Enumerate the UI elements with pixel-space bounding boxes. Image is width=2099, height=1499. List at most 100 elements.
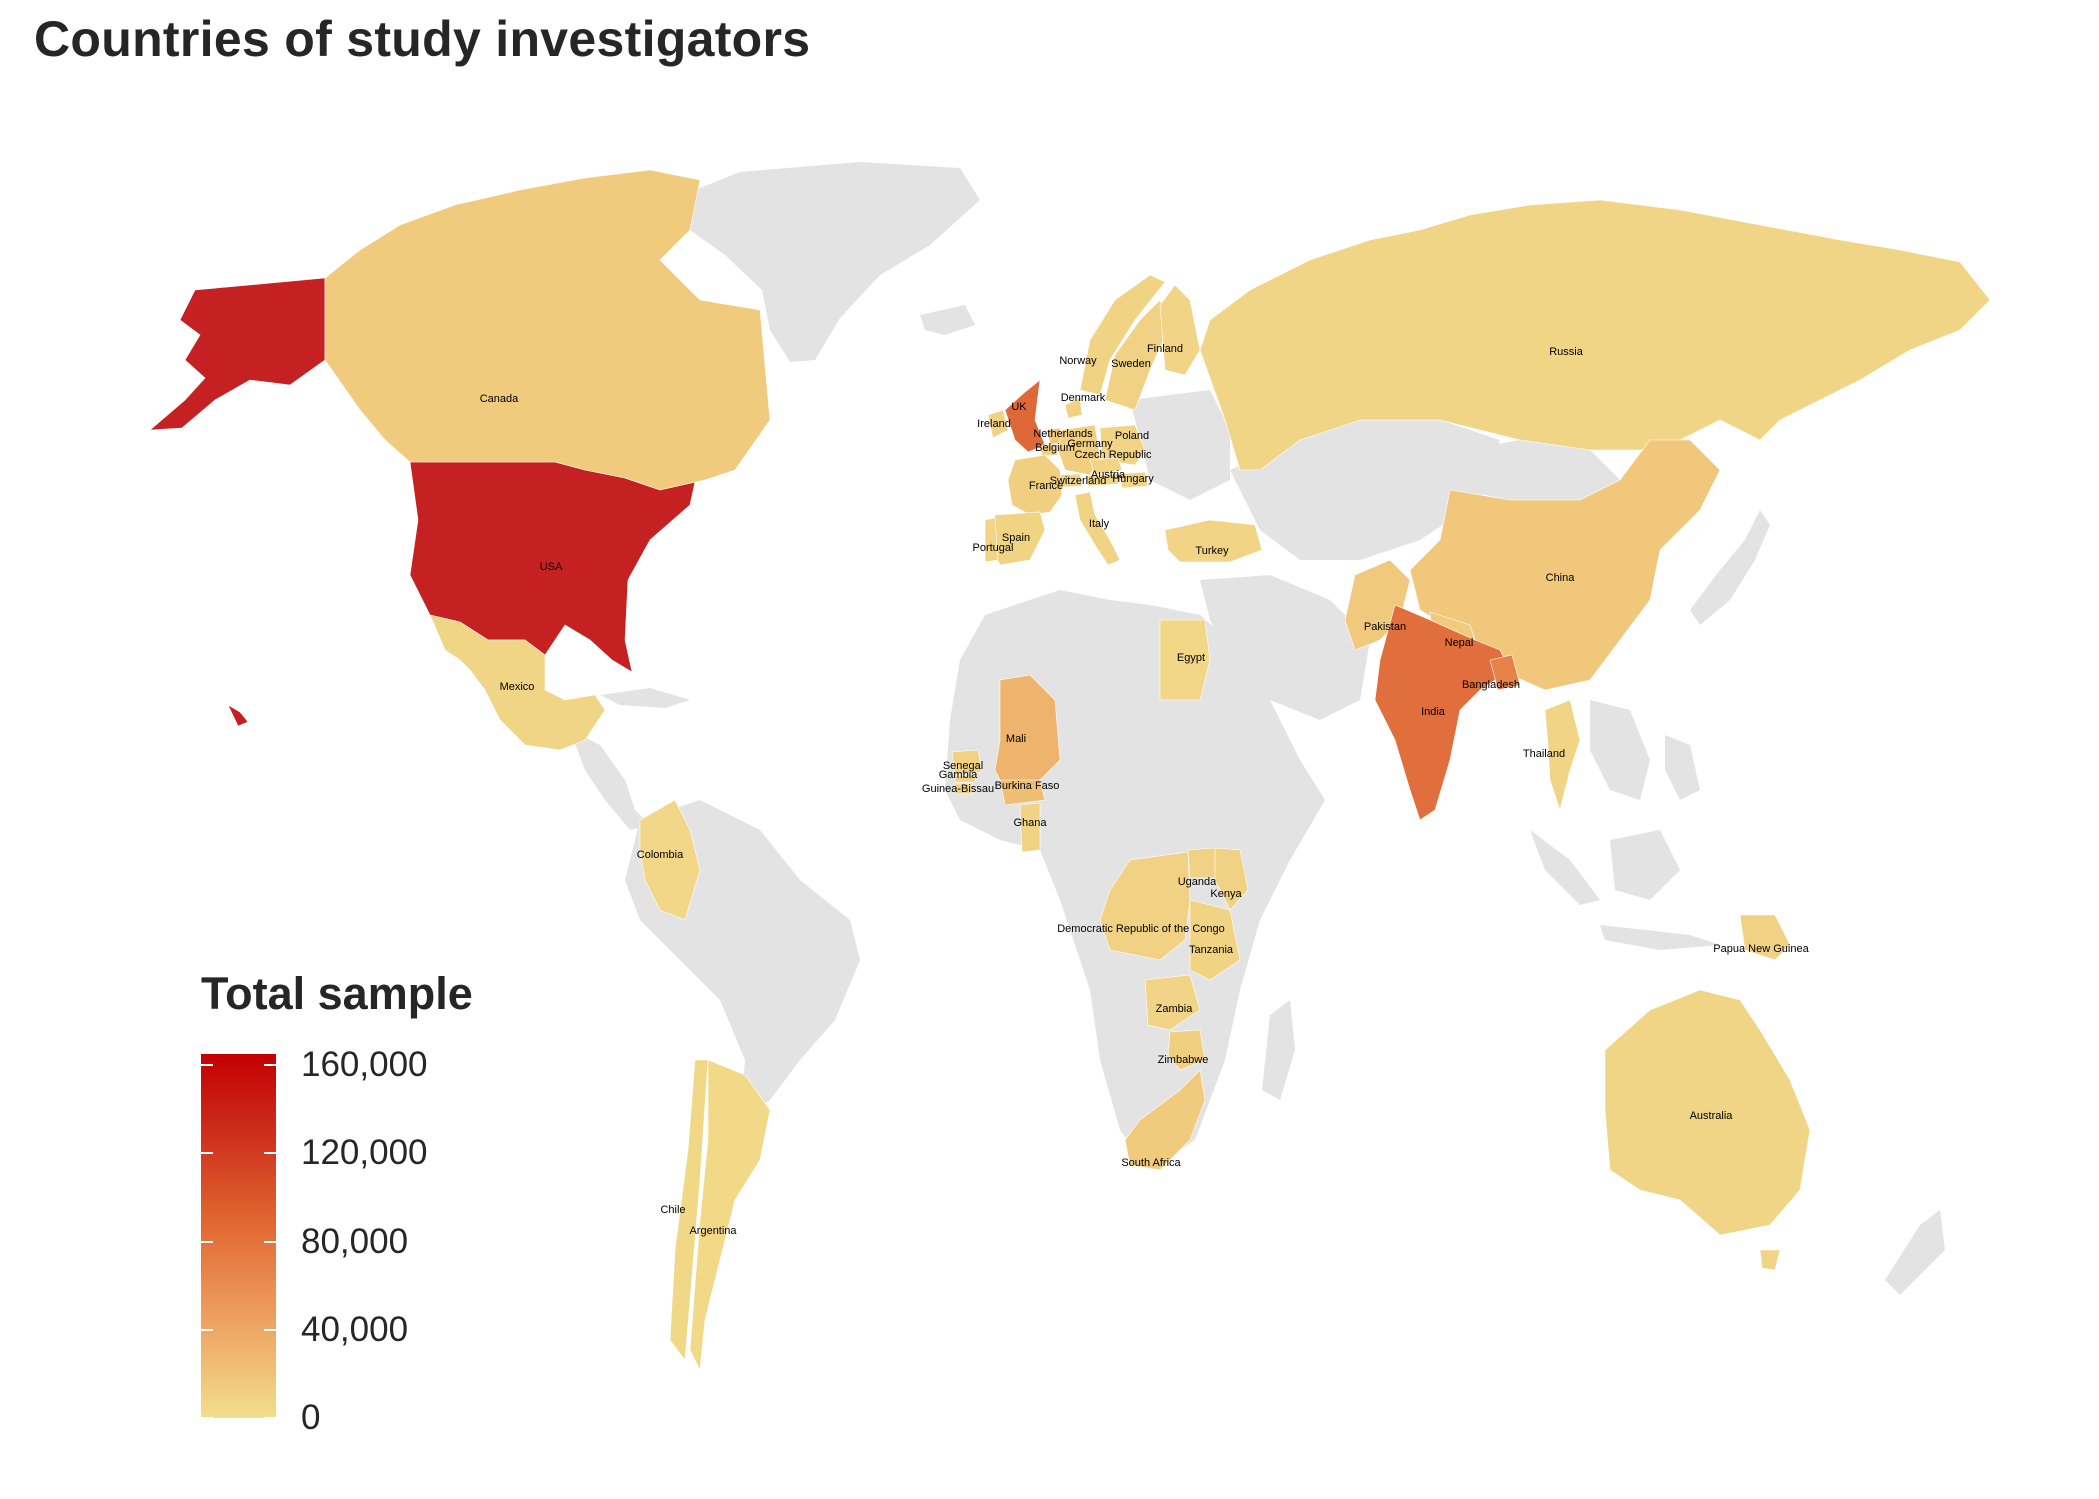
label-mali: Mali <box>1006 733 1026 745</box>
landmass-middle-east <box>1200 575 1370 720</box>
legend-color-bar <box>201 1054 276 1418</box>
legend-tick-mark <box>201 1064 213 1067</box>
country-poland <box>1099 424 1146 466</box>
label-south-africa: South Africa <box>1121 1157 1181 1169</box>
label-zambia: Zambia <box>1156 1003 1194 1015</box>
label-burkina-faso: Burkina Faso <box>995 780 1060 792</box>
label-poland: Poland <box>1115 430 1149 442</box>
label-russia: Russia <box>1549 346 1584 358</box>
country-hungary <box>1119 471 1149 489</box>
landmass-sumatra <box>1530 830 1600 905</box>
label-switzerland: Switzerland <box>1050 475 1107 487</box>
label-kenya: Kenya <box>1210 888 1242 900</box>
country-mexico <box>429 614 606 751</box>
country-portugal <box>984 517 999 563</box>
country-chile <box>669 1059 709 1361</box>
label-austria: Austria <box>1091 469 1126 481</box>
country-labels: USACanadaMexicoColombiaChileArgentinaUKI… <box>480 343 1810 1237</box>
label-canada: Canada <box>480 393 519 405</box>
country-bangladesh <box>1489 654 1521 691</box>
country-czech-republic <box>1089 457 1123 476</box>
country-zimbabwe <box>1167 1029 1206 1071</box>
label-ireland: Ireland <box>977 418 1011 430</box>
label-tanzania: Tanzania <box>1189 944 1234 956</box>
country-germany <box>1057 424 1101 476</box>
label-portugal: Portugal <box>973 542 1014 554</box>
label-sweden: Sweden <box>1111 358 1151 370</box>
landmass-central-america <box>570 730 650 830</box>
country-argentina <box>689 1059 771 1372</box>
country-finland <box>1159 284 1201 376</box>
country-guinea-bissau <box>954 783 973 795</box>
legend-tick-mark <box>264 1064 276 1067</box>
legend-tick-mark <box>264 1152 276 1155</box>
label-usa: USA <box>540 561 563 573</box>
country-australia <box>1604 989 1811 1236</box>
label-ghana: Ghana <box>1013 817 1047 829</box>
country-norway <box>1079 274 1166 396</box>
country-russia <box>1199 199 1991 471</box>
label-uganda: Uganda <box>1178 876 1217 888</box>
country-egypt <box>1159 619 1211 701</box>
label-hungary: Hungary <box>1112 473 1154 485</box>
label-turkey: Turkey <box>1195 545 1229 557</box>
label-argentina: Argentina <box>689 1225 737 1237</box>
landmass-japan <box>1690 510 1770 625</box>
country-papua-new-guinea <box>1739 914 1791 961</box>
country-colombia <box>639 799 701 921</box>
country-australia <box>1759 1249 1781 1271</box>
country-china <box>1409 439 1721 691</box>
label-spain: Spain <box>1002 532 1030 544</box>
map-title: Countries of study investigators <box>34 11 811 67</box>
legend-tick-label: 40,000 <box>301 1309 409 1349</box>
landmass-new-zealand <box>1885 1210 1945 1295</box>
country-democratic-republic-of-the-congo <box>1099 851 1191 961</box>
country-ireland <box>987 409 1009 439</box>
legend-title: Total sample <box>201 968 473 1019</box>
landmass-southeast-asia <box>1590 700 1650 800</box>
label-finland: Finland <box>1147 343 1183 355</box>
landmass-philippines <box>1665 735 1700 800</box>
label-nepal: Nepal <box>1445 637 1474 649</box>
landmass-eastern-europe <box>1130 390 1230 500</box>
label-papua-new-guinea: Papua New Guinea <box>1713 943 1809 955</box>
label-mexico: Mexico <box>500 681 535 693</box>
landmass-central-asia <box>1230 420 1500 560</box>
label-france: France <box>1029 480 1063 492</box>
country-uganda <box>1187 847 1219 879</box>
legend-tick-mark <box>201 1240 213 1243</box>
country-uk <box>1004 379 1046 453</box>
country-india <box>1374 604 1511 821</box>
label-chile: Chile <box>660 1204 685 1216</box>
label-germany: Germany <box>1067 438 1113 450</box>
country-thailand <box>1544 699 1581 812</box>
label-guinea-bissau: Guinea-Bissau <box>922 783 994 795</box>
landmass-mongolia <box>1440 440 1620 500</box>
label-norway: Norway <box>1059 355 1097 367</box>
country-shapes <box>149 169 1991 1372</box>
country-ghana <box>1019 802 1041 853</box>
label-india: India <box>1421 706 1446 718</box>
country-tanzania <box>1189 899 1241 981</box>
legend-tick-label: 80,000 <box>301 1221 409 1261</box>
landmass-java <box>1600 925 1720 950</box>
country-austria <box>1084 473 1121 487</box>
legend-tick-mark <box>201 1152 213 1155</box>
label-zimbabwe: Zimbabwe <box>1158 1054 1209 1066</box>
legend-tick-label: 160,000 <box>301 1045 428 1085</box>
label-democratic-republic-of-the-congo: Democratic Republic of the Congo <box>1057 923 1225 935</box>
label-china: China <box>1546 572 1576 584</box>
country-kenya <box>1214 847 1249 911</box>
label-bangladesh: Bangladesh <box>1462 679 1520 691</box>
legend-tick-mark <box>201 1417 213 1419</box>
country-france <box>1007 454 1063 516</box>
landmass-madagascar <box>1262 1000 1295 1100</box>
landmass-iceland <box>920 305 975 335</box>
label-australia: Australia <box>1690 1110 1734 1122</box>
legend-tick-label: 0 <box>301 1398 321 1437</box>
country-burkina-faso <box>999 779 1046 806</box>
label-italy: Italy <box>1089 518 1110 530</box>
label-gambia: Gambia <box>939 769 978 781</box>
country-italy <box>1074 491 1121 566</box>
